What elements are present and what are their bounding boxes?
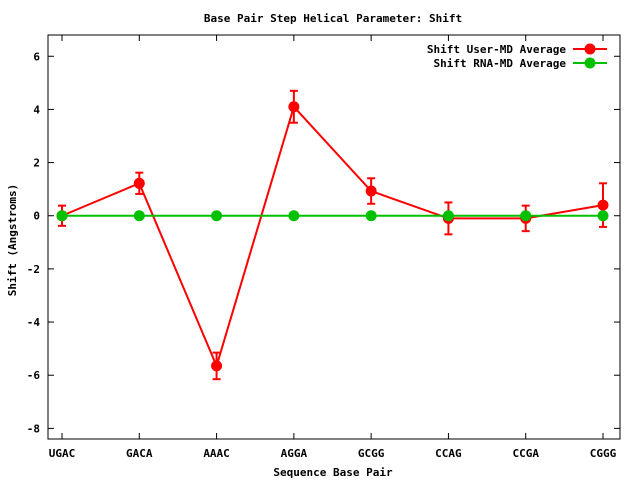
legend-swatch-marker: [584, 57, 596, 69]
data-point: [442, 210, 454, 222]
data-point: [288, 210, 300, 222]
data-point: [597, 210, 609, 222]
data-point: [288, 101, 300, 113]
legend-label: Shift User-MD Average: [427, 43, 566, 56]
y-tick-label: -2: [27, 263, 40, 276]
data-point: [597, 199, 609, 211]
axis-ticks: -8 -6 -4 -2 0 2 4 6 UGAC GACA AAAC AGGA GCGG CCAG CCGA…: [27, 35, 620, 460]
y-tick-label: 0: [33, 210, 40, 223]
x-tick-label: CGGG: [590, 447, 617, 460]
y-tick-label: -8: [27, 422, 40, 435]
legend-item: Shift RNA-MD Average: [434, 57, 607, 70]
x-tick-label: AAAC: [203, 447, 230, 460]
x-tick-label: UGAC: [49, 447, 76, 460]
series-layer: [56, 89, 609, 381]
legend-item: Shift User-MD Average: [427, 43, 607, 56]
legend-label: Shift RNA-MD Average: [434, 57, 567, 70]
x-tick-label: GACA: [126, 447, 153, 460]
x-tick-label: CCGA: [512, 447, 539, 460]
x-tick-label: CCAG: [435, 447, 462, 460]
data-point: [211, 210, 223, 222]
y-tick-label: 2: [33, 157, 40, 170]
x-tick-label: AGGA: [281, 447, 308, 460]
y-tick-label: 4: [33, 103, 40, 116]
data-point: [520, 210, 532, 222]
data-point: [365, 210, 377, 222]
series-2: [56, 210, 609, 222]
y-tick-label: -4: [27, 316, 41, 329]
legend-swatch-marker: [584, 43, 596, 55]
y-axis-label: Shift (Angstroms): [6, 184, 19, 297]
y-tick-label: 6: [33, 50, 40, 63]
series-1: [56, 89, 609, 381]
plot-frame: [47, 34, 621, 440]
data-point: [211, 360, 223, 372]
x-tick-label: GCGG: [358, 447, 385, 460]
y-tick-label: -6: [27, 369, 41, 382]
data-point: [133, 177, 145, 189]
data-point: [56, 210, 68, 222]
data-point: [133, 210, 145, 222]
series-line: [61, 104, 604, 369]
chart-title: Base Pair Step Helical Parameter: Shift: [204, 12, 462, 25]
data-point: [365, 185, 377, 197]
x-axis-label: Sequence Base Pair: [273, 466, 393, 479]
